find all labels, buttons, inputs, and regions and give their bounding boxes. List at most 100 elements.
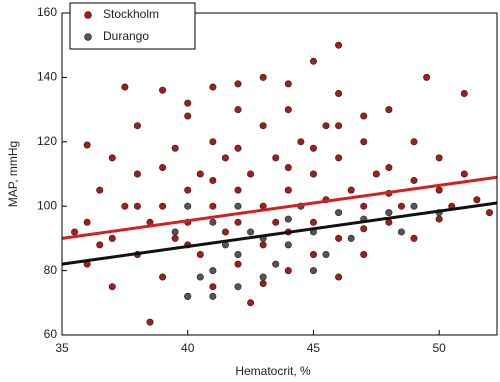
point [284, 186, 292, 194]
point [385, 209, 393, 217]
point [360, 112, 368, 120]
point [259, 122, 267, 130]
x-axis-label: Hematocrit, % [235, 364, 311, 378]
point [108, 154, 116, 162]
point [184, 292, 192, 300]
point [335, 209, 343, 217]
point [184, 99, 192, 107]
point [284, 215, 292, 223]
point [71, 228, 79, 236]
point [335, 122, 343, 130]
point [322, 122, 330, 130]
point [335, 90, 343, 98]
point [360, 202, 368, 210]
point [234, 186, 242, 194]
x-tick-label: 40 [181, 341, 195, 355]
point [184, 202, 192, 210]
point [108, 283, 116, 291]
point [221, 228, 229, 236]
point [385, 106, 393, 114]
point [121, 83, 129, 91]
point [159, 86, 167, 94]
point [196, 170, 204, 178]
point [435, 215, 443, 223]
x-tick-label: 50 [432, 341, 446, 355]
point [297, 138, 305, 146]
point [410, 138, 418, 146]
point [347, 234, 355, 242]
point [410, 202, 418, 210]
point [284, 267, 292, 275]
point [259, 73, 267, 81]
point [397, 202, 405, 210]
point [360, 225, 368, 233]
point [133, 202, 141, 210]
point [83, 218, 91, 226]
point [209, 138, 217, 146]
point [272, 154, 280, 162]
point [435, 154, 443, 162]
point [96, 241, 104, 249]
point [234, 202, 242, 210]
point [485, 209, 493, 217]
point [322, 251, 330, 259]
y-axis-label: MAP, mmHg [6, 141, 20, 207]
legend-label: Durango [103, 29, 149, 43]
point [309, 218, 317, 226]
point [385, 218, 393, 226]
point [385, 164, 393, 172]
point [209, 202, 217, 210]
point [108, 234, 116, 242]
point [259, 273, 267, 281]
trend-line [61, 175, 498, 240]
point [335, 273, 343, 281]
point [171, 228, 179, 236]
point [209, 292, 217, 300]
point [360, 251, 368, 259]
x-tick-label: 35 [55, 341, 69, 355]
point [171, 234, 179, 242]
point [473, 196, 481, 204]
point [309, 251, 317, 259]
point [259, 241, 267, 249]
point [272, 260, 280, 268]
point [184, 112, 192, 120]
point [159, 202, 167, 210]
point [284, 80, 292, 88]
point [209, 176, 217, 184]
point [347, 186, 355, 194]
point [121, 202, 129, 210]
point [335, 154, 343, 162]
point [272, 218, 280, 226]
point [133, 170, 141, 178]
point [133, 122, 141, 130]
point [360, 138, 368, 146]
point [234, 218, 242, 226]
point [284, 164, 292, 172]
point [460, 90, 468, 98]
point [410, 234, 418, 242]
point [234, 260, 242, 268]
point [159, 164, 167, 172]
point [309, 144, 317, 152]
point [423, 73, 431, 81]
point [196, 273, 204, 281]
point [410, 176, 418, 184]
legend-box [69, 2, 196, 50]
legend-label: Stockholm [103, 7, 159, 21]
point [209, 267, 217, 275]
point [284, 241, 292, 249]
point [234, 144, 242, 152]
point [335, 41, 343, 49]
y-tick-label: 120 [37, 134, 57, 148]
point [184, 186, 192, 194]
plot-frame [61, 12, 498, 336]
point [209, 83, 217, 91]
point [284, 106, 292, 114]
point [146, 318, 154, 326]
point [309, 267, 317, 275]
point [159, 273, 167, 281]
legend-marker [84, 33, 92, 41]
point [335, 234, 343, 242]
